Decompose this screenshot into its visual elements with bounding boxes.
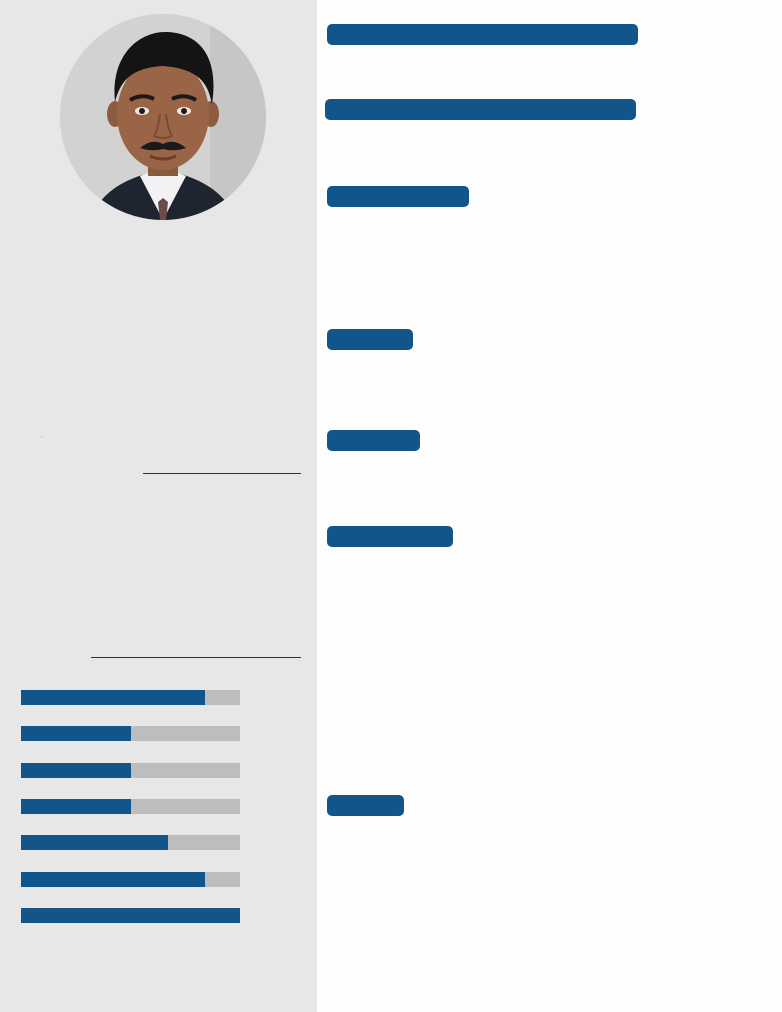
skill-bar <box>21 726 240 741</box>
sidebar-divider <box>91 657 301 658</box>
skill-bar-fill <box>21 872 205 887</box>
job-title-banner <box>325 99 636 120</box>
section-heading <box>327 329 413 350</box>
avatar <box>60 14 266 220</box>
skill-bar <box>21 799 240 814</box>
skill-bar <box>21 763 240 778</box>
skill-bar-fill <box>21 690 205 705</box>
skill-bar <box>21 872 240 887</box>
main-content <box>317 0 782 1012</box>
skill-bar-fill <box>21 763 131 778</box>
skill-bar <box>21 835 240 850</box>
section-heading <box>327 795 404 816</box>
skill-bar-fill <box>21 726 131 741</box>
profile-photo <box>60 14 266 220</box>
sidebar-divider <box>143 473 301 474</box>
decorative-speck <box>41 436 43 438</box>
section-heading <box>327 430 420 451</box>
sidebar <box>0 0 317 1012</box>
skill-bar-fill <box>21 908 240 923</box>
section-heading <box>327 526 453 547</box>
skill-bar <box>21 690 240 705</box>
skill-bar-fill <box>21 835 168 850</box>
skill-bar <box>21 908 240 923</box>
section-heading <box>327 186 469 207</box>
skill-bar-fill <box>21 799 131 814</box>
name-banner <box>327 24 638 45</box>
